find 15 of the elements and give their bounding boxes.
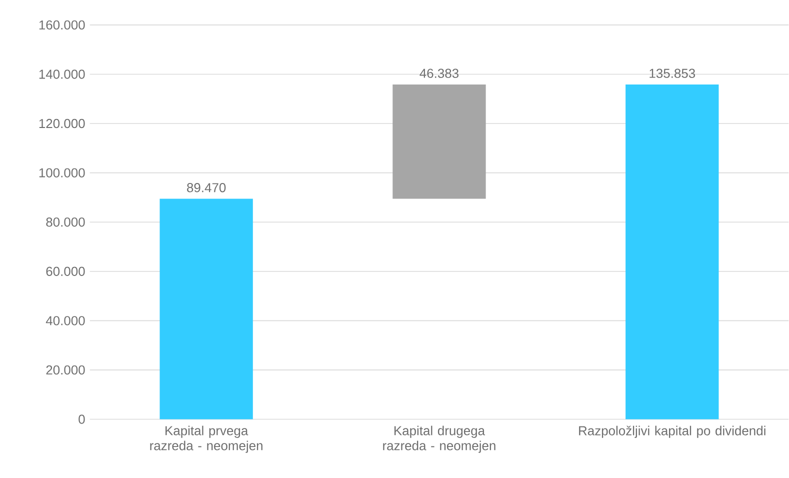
x-tick-label: Kapital prvega razreda - neomejen — [150, 426, 262, 453]
y-tick-label: 80.000 — [46, 217, 85, 227]
data-label: 46.383 — [420, 68, 458, 78]
x-tick-label: Kapital drugega razreda - neomejen — [383, 426, 496, 453]
y-tick-label: 0 — [78, 414, 85, 424]
y-tick-label: 60.000 — [46, 266, 85, 276]
y-tick-label: 140.000 — [39, 70, 85, 79]
y-tick-label: 40.000 — [46, 316, 85, 326]
y-tick-label: 20.000 — [46, 365, 85, 374]
data-label: 135.853 — [650, 68, 696, 78]
data-label: 89.470 — [187, 182, 226, 192]
y-tick-label: 120.000 — [39, 118, 85, 128]
y-tick-label: 160.000 — [39, 20, 85, 30]
x-tick-label: Razpoložljivi kapital po dividendi — [579, 426, 766, 438]
y-tick-label: 100.000 — [39, 168, 85, 178]
